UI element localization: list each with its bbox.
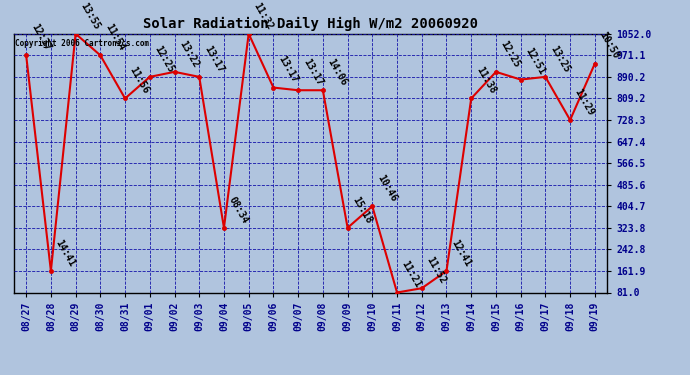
Text: 12:41: 12:41 (449, 238, 473, 268)
Text: 15:18: 15:18 (351, 195, 374, 225)
Text: 11:38: 11:38 (474, 65, 497, 96)
Text: 14:41: 14:41 (54, 238, 77, 268)
Text: 12:51: 12:51 (524, 46, 546, 77)
Text: Copyright 2006 Cartronics.com: Copyright 2006 Cartronics.com (15, 39, 149, 48)
Text: 08:34: 08:34 (227, 195, 250, 225)
Text: 11:32: 11:32 (251, 0, 275, 31)
Text: 10:46: 10:46 (375, 173, 398, 204)
Text: 13:55: 13:55 (79, 0, 101, 31)
Text: 13:25: 13:25 (548, 44, 571, 74)
Text: 10:50: 10:50 (598, 30, 621, 61)
Text: 11:52: 11:52 (424, 255, 448, 285)
Text: 14:06: 14:06 (326, 57, 349, 87)
Text: 12:37: 12:37 (29, 22, 52, 53)
Text: 12:25: 12:25 (152, 44, 176, 74)
Text: 11:29: 11:29 (573, 87, 596, 117)
Text: 13:17: 13:17 (202, 44, 226, 74)
Text: 13:22: 13:22 (177, 39, 201, 69)
Text: 13:17: 13:17 (276, 54, 299, 85)
Text: 11:54: 11:54 (103, 22, 126, 53)
Title: Solar Radiation Daily High W/m2 20060920: Solar Radiation Daily High W/m2 20060920 (143, 17, 478, 31)
Text: 13:17: 13:17 (301, 57, 324, 87)
Text: 11:21: 11:21 (400, 259, 423, 290)
Text: 12:25: 12:25 (499, 39, 522, 69)
Text: 11:56: 11:56 (128, 65, 151, 96)
